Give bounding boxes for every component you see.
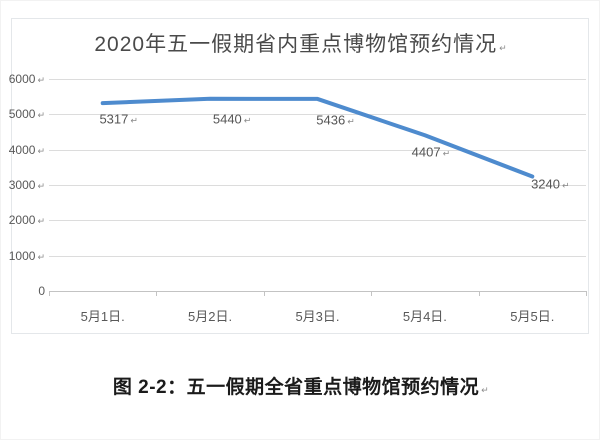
x-axis-tick bbox=[263, 291, 265, 296]
return-mark-icon: ↵ bbox=[130, 115, 138, 126]
x-axis-tick bbox=[586, 291, 587, 296]
return-mark-icon: ↵ bbox=[37, 110, 45, 121]
x-axis-tick bbox=[156, 291, 158, 296]
y-axis-tick-text: 3000 bbox=[8, 178, 36, 192]
x-axis-category-label: 5月1日. bbox=[80, 309, 125, 324]
y-gridline bbox=[49, 220, 586, 222]
figure-caption: 图 2-2：五一假期全省重点博物馆预约情况 ↵ bbox=[1, 372, 599, 399]
chart-title: 2020年五一假期省内重点博物馆预约情况 ↵ bbox=[1, 28, 599, 58]
return-mark-icon: ↵ bbox=[499, 43, 508, 53]
data-point-value-text: 5317 bbox=[99, 111, 129, 127]
return-mark-icon: ↵ bbox=[37, 75, 45, 85]
y-axis-tick-text: 0 bbox=[38, 284, 45, 298]
return-mark-icon: ↵ bbox=[37, 216, 45, 227]
y-axis-tick-label: 2000 ↵ bbox=[1, 214, 45, 227]
return-mark-icon: ↵ bbox=[37, 145, 45, 156]
x-axis-line bbox=[49, 291, 586, 292]
y-gridline bbox=[49, 114, 586, 116]
data-point-value-text: 5436 bbox=[316, 112, 346, 128]
y-gridline bbox=[49, 255, 586, 257]
y-gridline bbox=[49, 149, 586, 151]
return-mark-icon: ↵ bbox=[481, 385, 490, 395]
chart-title-text: 2020年五一假期省内重点博物馆预约情况 bbox=[94, 33, 498, 56]
data-point-label: 4407 ↵ bbox=[412, 145, 450, 160]
y-axis-tick-text: 2000 bbox=[8, 213, 36, 228]
y-axis-tick-text: 4000 bbox=[8, 142, 36, 157]
x-axis-category-label: 5月5日. bbox=[510, 309, 555, 324]
y-axis-tick-label: 3000 ↵ bbox=[1, 179, 45, 192]
data-point-label: 3240 ↵ bbox=[531, 176, 569, 191]
x-axis-tick bbox=[371, 291, 373, 296]
data-point-value-text: 3240 bbox=[531, 176, 560, 192]
data-point-label: 5317 ↵ bbox=[99, 112, 137, 127]
chart-object-frame bbox=[11, 18, 589, 334]
x-axis-category-label: 5月3日. bbox=[295, 309, 340, 324]
return-mark-icon: ↵ bbox=[442, 148, 451, 159]
return-mark-icon: ↵ bbox=[37, 251, 45, 262]
y-gridline bbox=[49, 185, 586, 186]
data-point-value-text: 5440 bbox=[212, 111, 242, 127]
data-point-label: 5436 ↵ bbox=[316, 112, 354, 127]
figure-caption-text: 图 2-2：五一假期全省重点博物馆预约情况 bbox=[112, 377, 480, 398]
data-point-value-text: 4407 bbox=[411, 144, 441, 160]
y-axis-tick-label: 4000 ↵ bbox=[1, 144, 45, 157]
x-axis-category-label: 5月2日. bbox=[188, 309, 233, 324]
x-axis-tick bbox=[478, 291, 480, 296]
y-axis-tick-text: 6000 bbox=[8, 72, 36, 86]
y-axis-tick-text: 5000 bbox=[8, 107, 36, 122]
return-mark-icon: ↵ bbox=[347, 116, 355, 127]
y-axis-tick-label: 0 bbox=[1, 285, 45, 297]
return-mark-icon: ↵ bbox=[37, 181, 45, 191]
y-axis-tick-label: 5000 ↵ bbox=[1, 108, 45, 121]
data-point-label: 5440 ↵ bbox=[213, 111, 251, 126]
y-axis-tick-label: 6000 ↵ bbox=[1, 73, 45, 86]
y-gridline bbox=[49, 79, 586, 80]
return-mark-icon: ↵ bbox=[243, 115, 252, 126]
x-axis-tick bbox=[49, 291, 50, 296]
y-axis-tick-text: 1000 bbox=[8, 248, 36, 263]
return-mark-icon: ↵ bbox=[561, 180, 570, 191]
x-axis-category-label: 5月4日. bbox=[402, 309, 447, 324]
y-axis-tick-label: 1000 ↵ bbox=[1, 250, 45, 263]
